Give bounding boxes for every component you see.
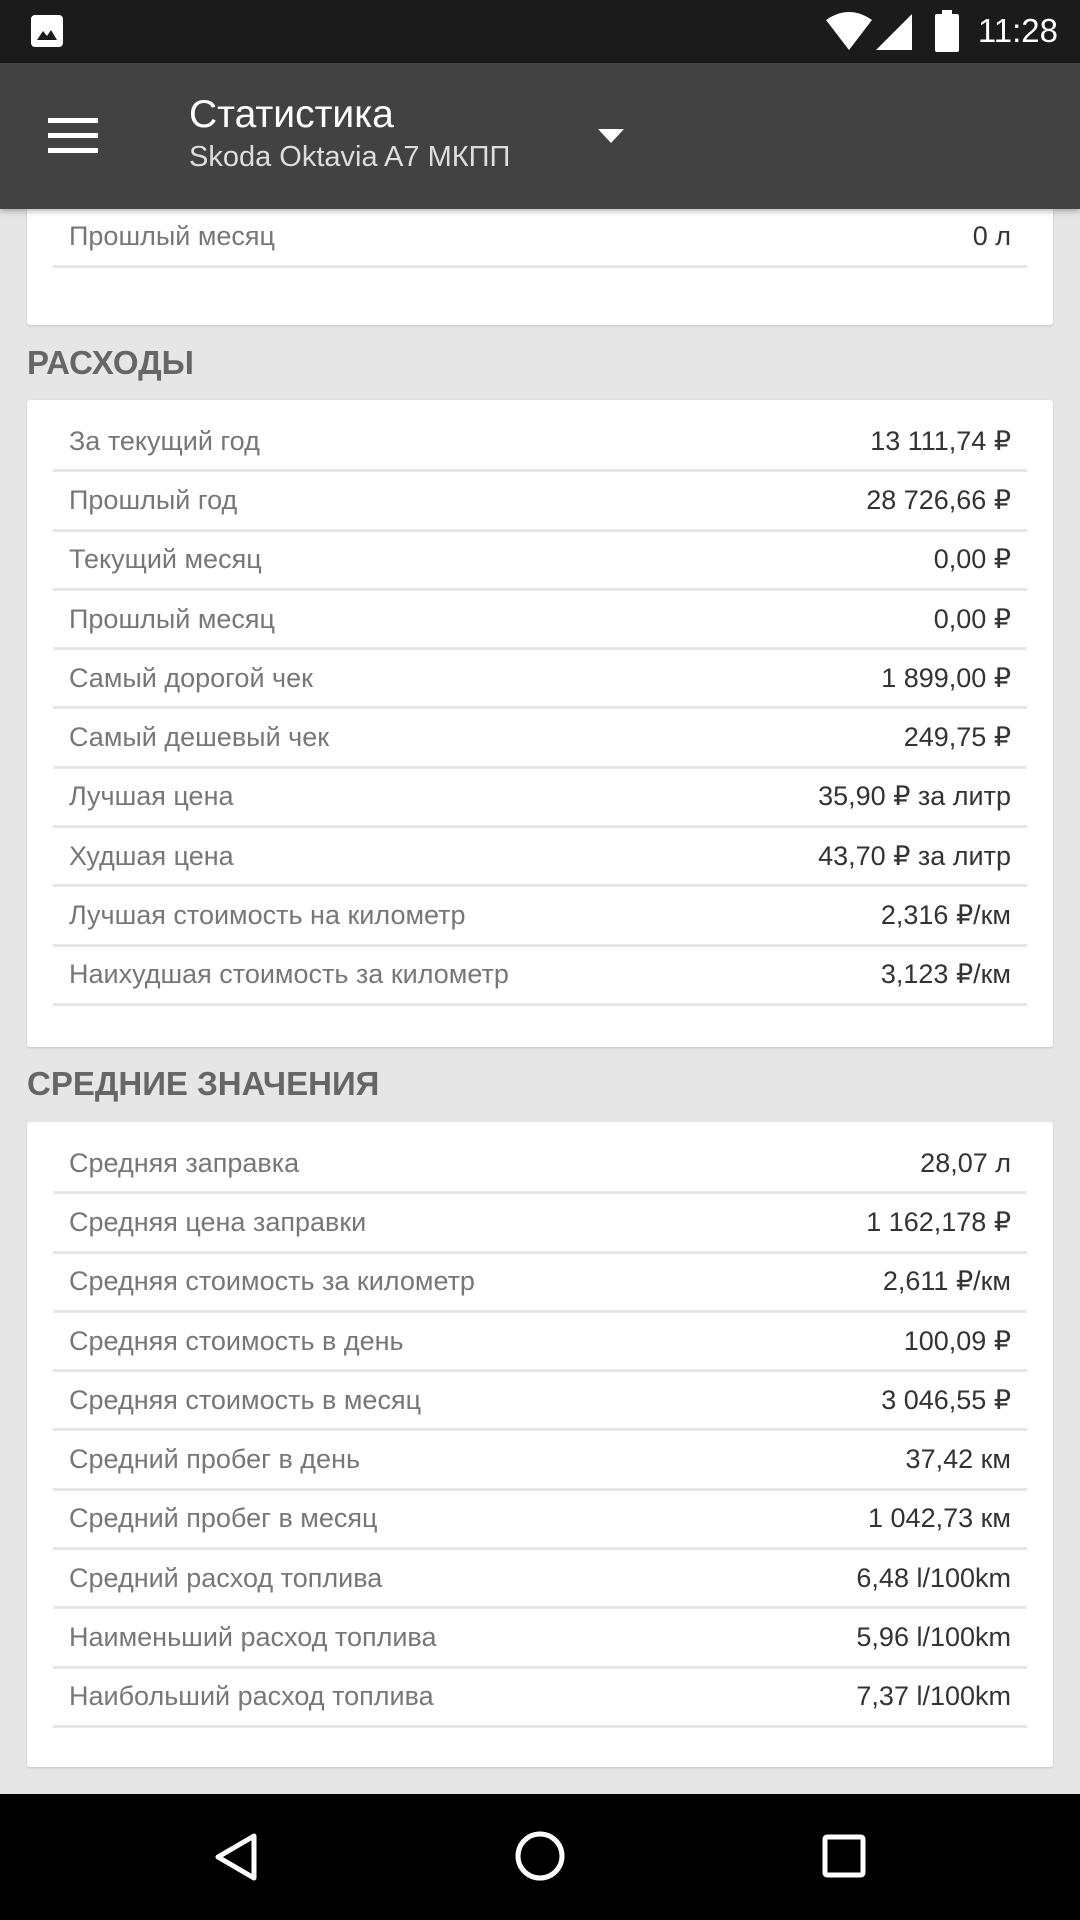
item-label: Средняя заправка: [69, 1147, 300, 1178]
item-label: Лучшая стоимость на километр: [69, 900, 466, 931]
item-value: 6,48 l/100km: [856, 1562, 1011, 1593]
clock: 11:28: [977, 12, 1058, 49]
item-value: 1 899,00 ₽: [881, 662, 1011, 693]
list-item: Наименьший расход топлива 5,96 l/100km: [53, 1609, 1027, 1669]
expenses-card: За текущий год 13 111,74 ₽ Прошлый год 28 7…: [27, 400, 1053, 1047]
item-value: 13 111,74 ₽: [870, 425, 1011, 456]
item-label: За текущий год: [69, 425, 260, 456]
item-value: 1 162,178 ₽: [866, 1206, 1011, 1237]
list-item: Прошлый месяц 0,00 ₽: [53, 591, 1027, 651]
averages-card: Средняя заправка 28,07 л Средняя цена запр…: [27, 1122, 1053, 1767]
item-value: 7,37 l/100km: [856, 1681, 1011, 1712]
item-label: Средняя цена заправки: [69, 1206, 367, 1237]
item-value: 2,316 ₽/км: [880, 900, 1011, 931]
list-item: Текущий месяц 0,00 ₽: [53, 532, 1027, 591]
navigation-bar: [0, 1794, 1080, 1920]
item-value: 3 046,55 ₽: [881, 1384, 1011, 1415]
list-item: Средняя стоимость за километр 2,611 ₽/км: [53, 1254, 1027, 1313]
item-value: 37,42 км: [905, 1444, 1011, 1475]
section-header-averages: СРЕДНИЕ ЗНАЧЕНИЯ: [27, 1065, 380, 1102]
list-item: Самый дорогой чек 1 899,00 ₽: [53, 650, 1027, 710]
item-value: 100,09 ₽: [903, 1325, 1011, 1356]
list-item: Лучшая стоимость на километр 2,316 ₽/км: [53, 887, 1027, 947]
item-label: Средняя стоимость в день: [69, 1325, 404, 1356]
list-item: За текущий год 13 111,74 ₽: [53, 413, 1027, 473]
list-item: Средняя цена заправки 1 162,178 ₽: [53, 1194, 1027, 1254]
vehicle-selector[interactable]: Skoda Oktavia A7 МКПП: [189, 141, 511, 173]
section-header-expenses: РАСХОДЫ: [27, 344, 194, 381]
item-value: 249,75 ₽: [903, 722, 1011, 753]
item-label: Средний пробег в день: [69, 1444, 361, 1475]
recents-icon[interactable]: [822, 1834, 866, 1878]
item-value: 28 726,66 ₽: [866, 484, 1011, 515]
item-label: Наихудшая стоимость за километр: [69, 959, 509, 990]
item-value: 0,00 ₽: [933, 603, 1011, 634]
status-bar: 11:28: [0, 0, 1080, 63]
page-title: Статистика: [189, 93, 394, 136]
item-label: Самый дешевый чек: [69, 722, 330, 753]
stats-scroll[interactable]: Прошлый месяц 0 л РАСХОДЫ За текущий год 1…: [0, 209, 1080, 1794]
item-label: Средняя стоимость за километр: [69, 1266, 475, 1297]
list-item: Прошлый год 28 726,66 ₽: [53, 472, 1027, 532]
list-item: Средний расход топлива 6,48 l/100km: [53, 1550, 1027, 1610]
list-item: Самый дешевый чек 249,75 ₽: [53, 709, 1027, 769]
item-value: 35,90 ₽ за литр: [818, 781, 1011, 812]
item-label: Прошлый месяц: [69, 603, 276, 634]
item-label: Средний расход топлива: [69, 1562, 383, 1593]
item-label: Наибольший расход топлива: [69, 1681, 434, 1712]
item-value: 43,70 ₽ за литр: [818, 840, 1011, 871]
item-label: Текущий месяц: [69, 544, 262, 575]
fuel-card: Прошлый месяц 0 л: [27, 209, 1053, 325]
signal-icon: [876, 14, 912, 50]
wifi-icon: [826, 12, 872, 50]
item-value: 28,07 л: [920, 1147, 1011, 1178]
item-label: Наименьший расход топлива: [69, 1622, 437, 1653]
list-item: Наибольший расход топлива 7,37 l/100km: [53, 1669, 1027, 1728]
list-item: Средняя заправка 28,07 л: [53, 1135, 1027, 1195]
list-item: Худшая цена 43,70 ₽ за литр: [53, 828, 1027, 888]
list-item: Средняя стоимость в месяц 3 046,55 ₽: [53, 1372, 1027, 1432]
item-value: 0,00 ₽: [933, 544, 1011, 575]
home-icon[interactable]: [514, 1830, 566, 1882]
item-value: 3,123 ₽/км: [880, 959, 1011, 990]
item-value: 2,611 ₽/км: [882, 1266, 1011, 1297]
app-bar: Статистика Skoda Oktavia A7 МКПП: [0, 63, 1080, 209]
list-item: Лучшая цена 35,90 ₽ за литр: [53, 769, 1027, 829]
list-item: Средняя стоимость в день 100,09 ₽: [53, 1313, 1027, 1373]
list-item: Средний пробег в день 37,42 км: [53, 1431, 1027, 1491]
list-item: Прошлый месяц 0 л: [53, 209, 1027, 268]
menu-icon[interactable]: [48, 118, 98, 154]
item-label: Прошлый год: [69, 484, 238, 515]
list-item: Средний пробег в месяц 1 042,73 км: [53, 1491, 1027, 1551]
item-label: Худшая цена: [69, 840, 234, 871]
battery-icon: [935, 10, 959, 52]
item-label: Лучшая цена: [69, 781, 234, 812]
image-notification-icon: [31, 15, 63, 47]
list-item: Наихудшая стоимость за километр 3,123 ₽/к…: [53, 947, 1027, 1006]
item-value: 1 042,73 км: [868, 1503, 1011, 1534]
item-value: 5,96 l/100km: [856, 1622, 1011, 1653]
item-label: Самый дорогой чек: [69, 662, 313, 693]
item-label: Средняя стоимость в месяц: [69, 1384, 422, 1415]
dropdown-arrow-icon[interactable]: [598, 129, 624, 143]
back-icon[interactable]: [212, 1832, 262, 1882]
item-label: Средний пробег в месяц: [69, 1503, 378, 1534]
